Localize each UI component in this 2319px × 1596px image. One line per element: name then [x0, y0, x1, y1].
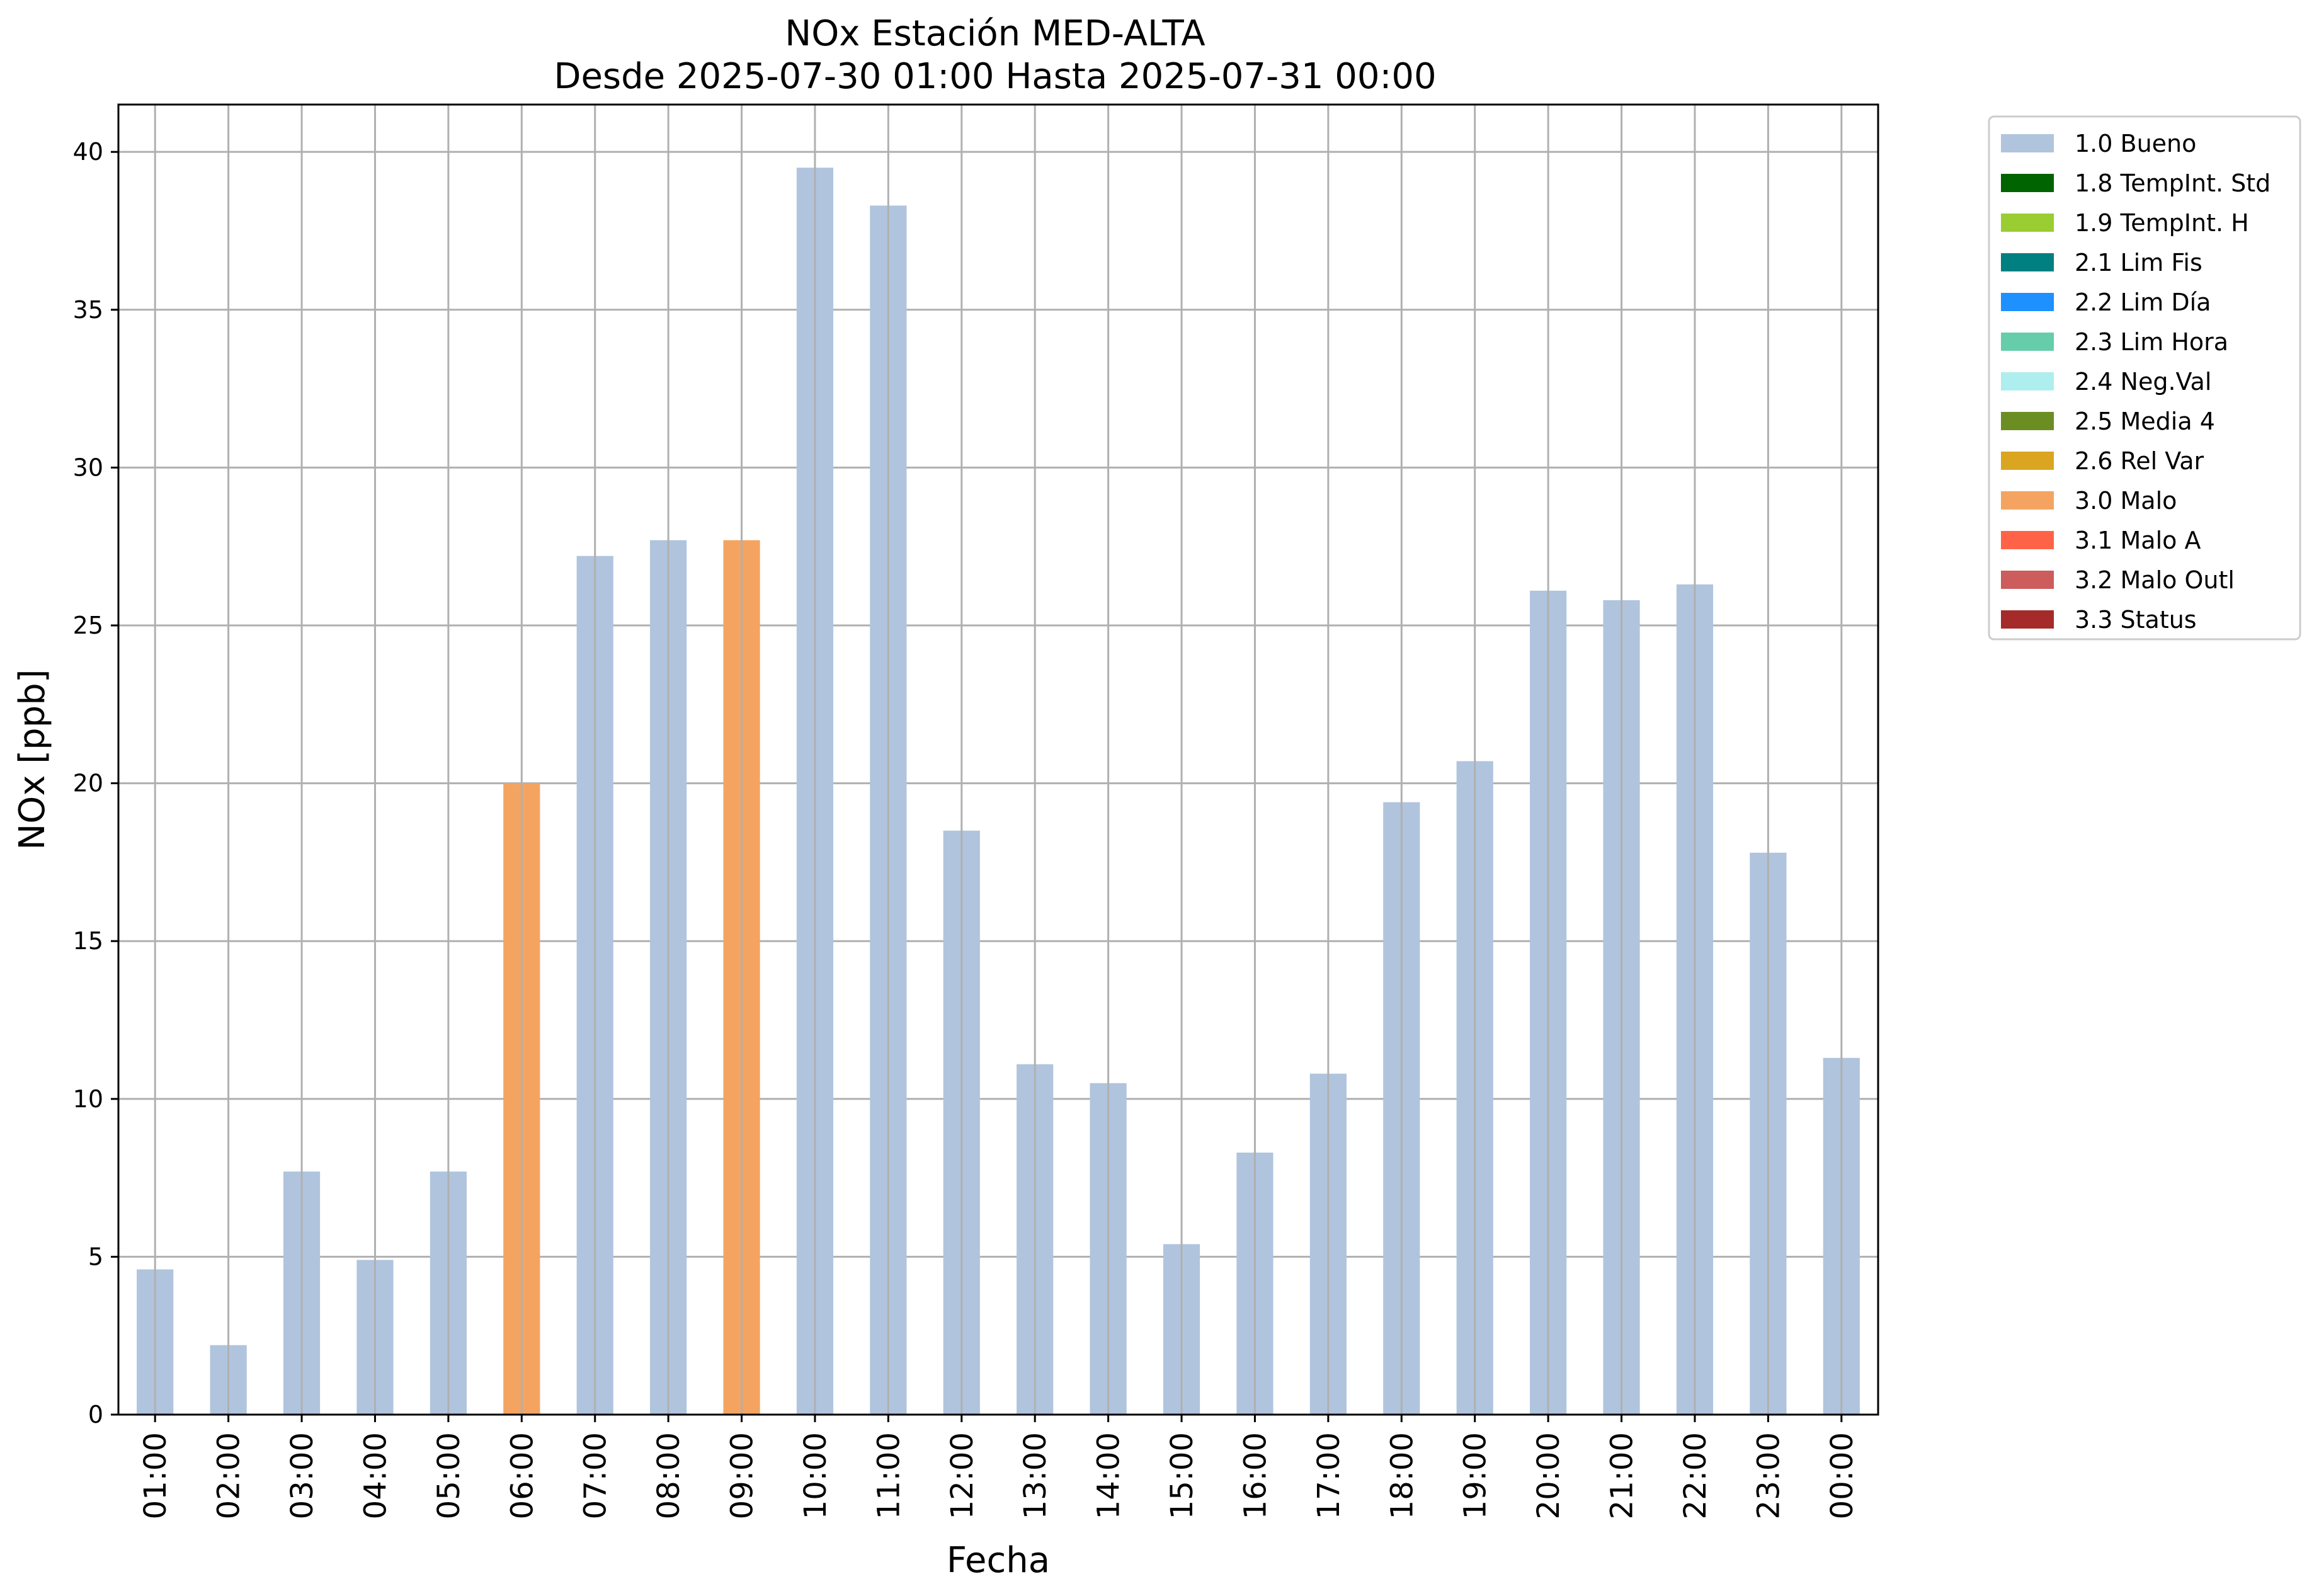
x-tick-label: 16:00 [1238, 1432, 1273, 1519]
legend-swatch [2001, 134, 2054, 152]
x-tick-label: 22:00 [1678, 1432, 1713, 1519]
x-tick-label: 00:00 [1825, 1432, 1860, 1519]
x-tick-label: 17:00 [1311, 1432, 1347, 1519]
legend-frame [1988, 115, 2301, 641]
legend-swatch [2001, 452, 2054, 470]
legend-swatch [2001, 610, 2054, 629]
legend-swatch [2001, 253, 2054, 271]
legend-label: 1.9 TempInt. H [2075, 209, 2249, 237]
y-tick-label: 5 [88, 1243, 103, 1270]
y-tick-label: 25 [73, 612, 103, 639]
x-tick-label: 19:00 [1458, 1432, 1493, 1519]
x-tick-label: 06:00 [504, 1432, 540, 1519]
legend-swatch [2001, 372, 2054, 390]
x-tick-label: 02:00 [212, 1432, 247, 1519]
y-tick-label: 0 [88, 1401, 103, 1428]
legend-swatch [2001, 491, 2054, 510]
y-tick-label: 35 [73, 296, 103, 324]
legend-swatch [2001, 214, 2054, 232]
x-axis-label: Fecha [947, 1540, 1050, 1581]
y-tick-label: 15 [73, 927, 103, 955]
x-tick-label: 05:00 [431, 1432, 467, 1519]
legend-label: 1.0 Bueno [2075, 130, 2196, 157]
x-tick-label: 11:00 [871, 1432, 906, 1519]
x-tick-label: 13:00 [1018, 1432, 1053, 1519]
x-tick-label: 08:00 [651, 1432, 687, 1519]
y-axis-ticks: 0 5 10 15 20 25 30 35 40 [73, 138, 118, 1428]
y-axis-label: NOx [ppb] [12, 669, 53, 850]
plot-frame [117, 103, 1879, 1416]
legend-label: 2.3 Lim Hora [2075, 328, 2228, 356]
legend-swatch [2001, 571, 2054, 589]
y-tick-label: 20 [73, 770, 103, 797]
x-tick-label: 14:00 [1091, 1432, 1127, 1519]
x-tick-label: 10:00 [798, 1432, 833, 1519]
x-tick-label: 18:00 [1384, 1432, 1420, 1519]
x-tick-label: 09:00 [725, 1432, 760, 1519]
legend-label: 3.3 Status [2075, 606, 2197, 634]
legend-swatch [2001, 174, 2054, 192]
chart-title: NOx Estación MED-ALTA [785, 13, 1205, 54]
y-tick-label: 10 [73, 1085, 103, 1113]
legend-swatch [2001, 293, 2054, 311]
legend-label: 1.8 TempInt. Std [2075, 169, 2271, 197]
legend-label: 3.2 Malo Outl [2075, 566, 2235, 594]
grid-lines [118, 151, 1878, 1416]
x-tick-label: 20:00 [1531, 1432, 1566, 1519]
x-tick-label: 07:00 [578, 1432, 613, 1519]
legend-label: 2.4 Neg.Val [2075, 368, 2211, 396]
legend-label: 3.0 Malo [2075, 487, 2177, 515]
legend-label: 2.5 Media 4 [2075, 408, 2215, 435]
x-axis-ticks: 01:00 02:00 03:00 04:00 05:00 06:00 07:00 08:00… [138, 1415, 1860, 1519]
y-tick-label: 30 [73, 453, 103, 481]
legend-label: 2.1 Lim Fis [2075, 249, 2202, 276]
x-tick-label: 12:00 [945, 1432, 980, 1519]
bars [137, 168, 1860, 1415]
legend-label: 2.2 Lim Día [2075, 288, 2211, 316]
legend-label: 2.6 Rel Var [2075, 447, 2204, 475]
x-tick-label: 03:00 [285, 1432, 320, 1519]
legend-swatch [2001, 412, 2054, 430]
x-tick-label: 04:00 [358, 1432, 393, 1519]
legend: 1.0 Bueno 1.8 TempInt. Std 1.9 TempInt. H 2… [1988, 115, 2301, 641]
legend-label: 3.1 Malo A [2075, 527, 2201, 554]
legend-swatch [2001, 531, 2054, 549]
x-tick-label: 15:00 [1165, 1432, 1200, 1519]
x-tick-label: 21:00 [1605, 1432, 1640, 1519]
x-tick-label: 01:00 [138, 1432, 173, 1519]
x-tick-label: 23:00 [1751, 1432, 1786, 1519]
legend-swatch [2001, 333, 2054, 351]
chart-subtitle: Desde 2025-07-30 01:00 Hasta 2025-07-31 … [554, 56, 1436, 97]
y-tick-label: 40 [73, 138, 103, 166]
